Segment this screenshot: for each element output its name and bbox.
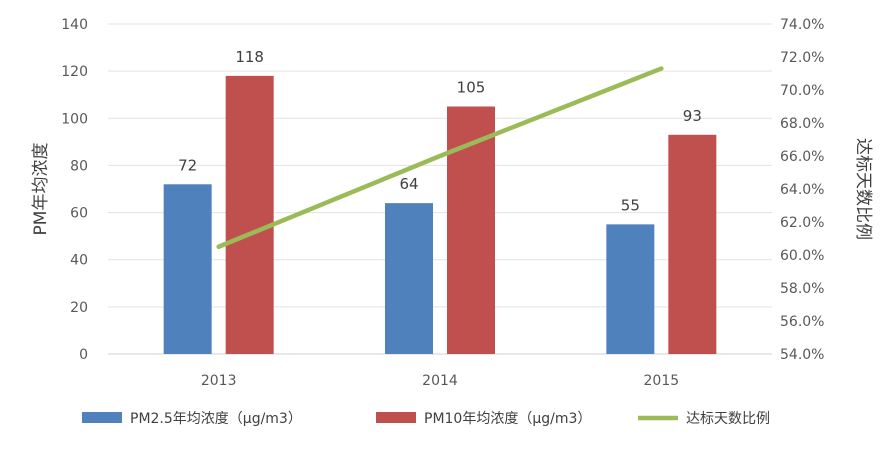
right-tick-label: 62.0% bbox=[780, 215, 824, 231]
right-tick-label: 70.0% bbox=[780, 83, 824, 99]
bar bbox=[226, 76, 274, 354]
right-tick-label: 68.0% bbox=[780, 116, 824, 132]
line-series bbox=[219, 68, 662, 246]
bar bbox=[606, 224, 654, 354]
right-tick-label: 54.0% bbox=[780, 347, 824, 363]
right-tick-label: 64.0% bbox=[780, 182, 824, 198]
left-tick-label: 120 bbox=[61, 64, 88, 80]
right-tick-label: 74.0% bbox=[780, 17, 824, 33]
legend-swatch bbox=[376, 412, 416, 423]
line-series-path bbox=[219, 69, 662, 247]
bar-data-label: 118 bbox=[235, 48, 264, 66]
left-tick-label: 60 bbox=[70, 206, 88, 222]
bar bbox=[668, 135, 716, 354]
right-tick-label: 58.0% bbox=[780, 281, 824, 297]
left-tick-label: 140 bbox=[61, 17, 88, 33]
bars bbox=[164, 76, 717, 354]
left-axis-title: PM年均浓度 bbox=[31, 143, 51, 236]
bar-data-label: 64 bbox=[399, 175, 418, 193]
right-axis-title: 达标天数比例 bbox=[853, 138, 873, 240]
left-tick-label: 40 bbox=[70, 253, 88, 269]
bar bbox=[385, 203, 433, 354]
legend-label: 达标天数比例 bbox=[686, 411, 770, 427]
left-tick-label: 100 bbox=[61, 111, 88, 127]
bar bbox=[164, 184, 212, 354]
right-tick-label: 66.0% bbox=[780, 149, 824, 165]
left-tick-label: 20 bbox=[70, 300, 88, 316]
bar-data-label: 55 bbox=[621, 196, 640, 214]
category-label: 2013 bbox=[201, 373, 237, 389]
left-tick-label: 80 bbox=[70, 158, 88, 174]
left-tick-label: 0 bbox=[79, 347, 88, 363]
category-label: 2015 bbox=[644, 373, 680, 389]
right-tick-label: 72.0% bbox=[780, 50, 824, 66]
legend-swatch bbox=[82, 412, 122, 423]
bar-data-label: 72 bbox=[178, 156, 197, 174]
bar-data-label: 105 bbox=[457, 79, 486, 97]
right-tick-label: 60.0% bbox=[780, 248, 824, 264]
category-label: 2014 bbox=[422, 373, 458, 389]
legend: PM2.5年均浓度（μg/m3） PM10年均浓度（μg/m3） 达标天数比例 bbox=[82, 411, 770, 427]
right-tick-label: 56.0% bbox=[780, 314, 824, 330]
legend-label: PM2.5年均浓度（μg/m3） bbox=[130, 411, 302, 427]
legend-label: PM10年均浓度（μg/m3） bbox=[424, 411, 591, 427]
bar-data-label: 93 bbox=[683, 107, 702, 125]
